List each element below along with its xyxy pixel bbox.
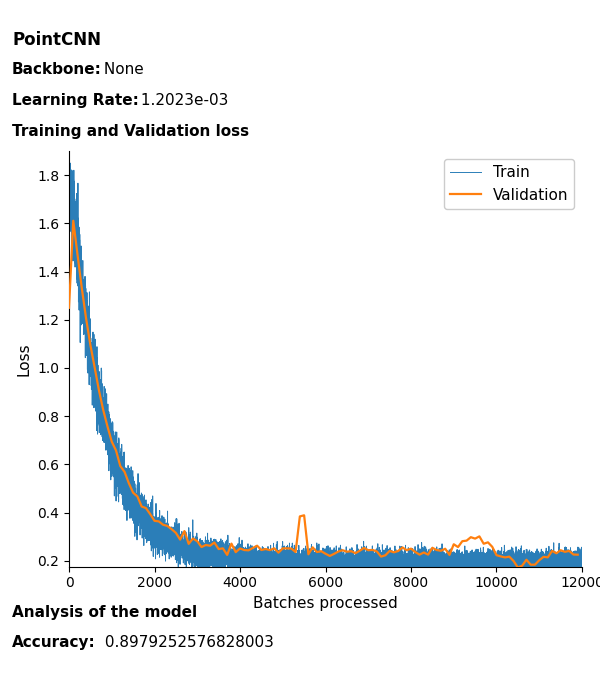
Train [328,553,335,561]
Line: Train: Train [69,164,582,568]
Train [198,546,205,554]
Train [92,354,100,363]
Validation [176,535,184,543]
Validation [472,534,479,543]
Validation [566,547,573,555]
Train [335,552,343,561]
Train [578,562,586,570]
Text: 1.2023e-03: 1.2023e-03 [136,93,229,108]
Validation [574,550,581,559]
X-axis label: Batches processed: Batches processed [253,596,398,611]
Y-axis label: Loss: Loss [17,342,32,376]
Validation [420,548,427,556]
Text: 0.8979252576828003: 0.8979252576828003 [100,635,274,651]
Text: Learning Rate:: Learning Rate: [12,93,139,108]
Validation [206,541,214,550]
Text: PointCNN: PointCNN [12,31,101,49]
Text: Analysis of the model: Analysis of the model [12,605,197,620]
Validation [514,563,521,572]
Text: None: None [99,62,144,77]
Train [142,529,149,537]
Legend: Train, Validation: Train, Validation [444,159,574,209]
Text: Accuracy:: Accuracy: [12,635,96,651]
Text: Backbone:: Backbone: [12,62,102,77]
Validation [65,304,73,312]
Text: Training and Validation loss: Training and Validation loss [12,124,249,139]
Line: Validation: Validation [69,221,578,567]
Validation [352,549,359,557]
Train [65,159,73,168]
Validation [70,216,77,225]
Train [183,564,190,572]
Train [377,563,385,571]
